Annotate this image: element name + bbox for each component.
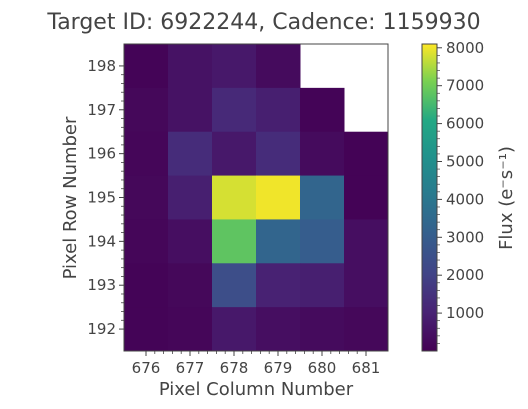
heatmap-cell xyxy=(256,131,301,177)
heatmap-cell xyxy=(256,87,301,133)
heatmap-cell xyxy=(344,307,389,352)
y-tick-label: 193 xyxy=(87,276,116,294)
x-axis-label: Pixel Column Number xyxy=(159,379,354,400)
x-axis: 676 677 678 679 680 681 xyxy=(132,351,381,377)
heatmap-cell xyxy=(212,87,257,133)
heatmap-cell xyxy=(300,307,345,352)
colorbar-tick-label: 1000 xyxy=(446,304,484,322)
y-tick-label: 196 xyxy=(87,145,116,163)
heatmap-cell xyxy=(256,44,301,89)
heatmap-cell xyxy=(124,175,169,220)
y-tick-label: 194 xyxy=(87,232,116,250)
y-axis: 192 193 194 195 196 197 198 xyxy=(87,57,124,338)
colorbar-tick-label: 8000 xyxy=(446,39,484,57)
heatmap-cell xyxy=(124,219,169,264)
heatmap-cell xyxy=(124,87,169,133)
colorbar-tick-label: 5000 xyxy=(446,152,484,170)
heatmap-cell xyxy=(344,175,389,220)
colorbar-tick-label: 4000 xyxy=(446,190,484,208)
colorbar-tick-label: 2000 xyxy=(446,266,484,284)
heatmap-cell xyxy=(300,131,345,177)
heatmap-cell xyxy=(124,44,169,89)
heatmap-cell xyxy=(212,307,257,352)
y-tick-label: 198 xyxy=(87,57,116,75)
heatmap-cell xyxy=(212,44,257,89)
heatmap-cell xyxy=(212,131,257,177)
heatmap-cell xyxy=(344,219,389,264)
heatmap-cell xyxy=(168,131,213,177)
colorbar-tick-label: 6000 xyxy=(446,115,484,133)
heatmap-cell xyxy=(168,219,213,264)
heatmap-cell xyxy=(344,263,389,308)
heatmap-cell xyxy=(300,87,345,133)
y-tick-label: 192 xyxy=(87,320,116,338)
heatmap-cell xyxy=(168,307,213,352)
x-tick-label: 677 xyxy=(176,359,205,377)
heatmap-cell xyxy=(256,263,301,308)
colorbar-axis: 1000 2000 3000 4000 5000 6000 7000 8000 xyxy=(437,39,484,344)
colorbar-tick-label: 7000 xyxy=(446,77,484,95)
x-tick-label: 676 xyxy=(132,359,161,377)
colorbar-label: Flux (e⁻s⁻¹) xyxy=(496,146,517,250)
heatmap-cell xyxy=(212,219,257,264)
heatmap-cell xyxy=(168,263,213,308)
heatmap-cell xyxy=(212,263,257,308)
heatmap-cell xyxy=(124,263,169,308)
colorbar-tick-label: 3000 xyxy=(446,228,484,246)
y-tick-label: 197 xyxy=(87,101,116,119)
heatmap-cell xyxy=(168,175,213,220)
heatmap-cell xyxy=(256,219,301,264)
x-tick-label: 679 xyxy=(264,359,293,377)
heatmap-cell xyxy=(344,131,389,177)
heatmap-cell xyxy=(168,44,213,89)
heatmap-cell xyxy=(212,175,257,220)
y-axis-label: Pixel Row Number xyxy=(60,116,81,279)
y-tick-label: 195 xyxy=(87,189,116,207)
x-tick-label: 681 xyxy=(352,359,381,377)
heatmap-cell xyxy=(256,175,301,220)
heatmap-cell xyxy=(168,87,213,133)
heatmap-cell xyxy=(300,263,345,308)
heatmap-cell xyxy=(300,219,345,264)
chart-title: Target ID: 6922244, Cadence: 1159930 xyxy=(46,10,480,35)
colorbar xyxy=(421,43,438,352)
x-tick-label: 678 xyxy=(220,359,249,377)
heatmap-cell xyxy=(256,307,301,352)
x-tick-label: 680 xyxy=(308,359,337,377)
heatmap-cell xyxy=(300,175,345,220)
heatmap-cell xyxy=(124,131,169,177)
heatmap-cells xyxy=(124,44,389,352)
heatmap-cell xyxy=(124,307,169,352)
